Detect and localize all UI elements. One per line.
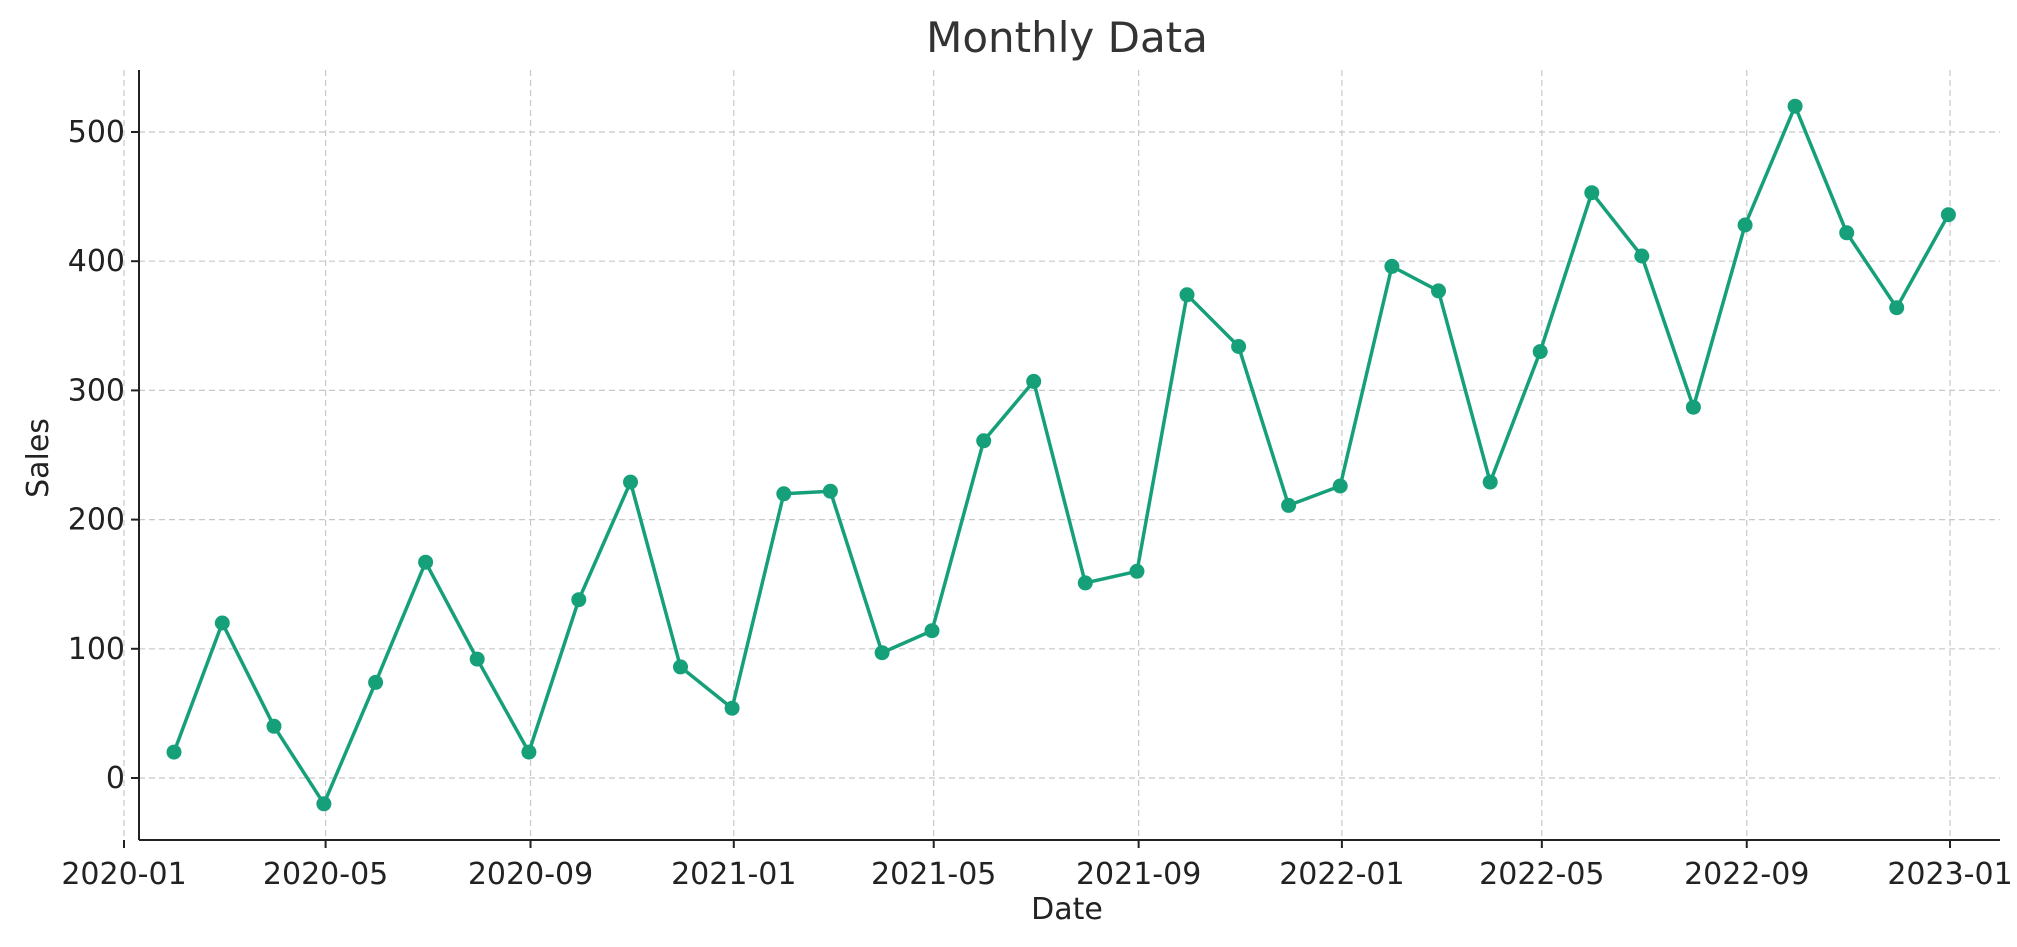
axes xyxy=(138,70,2000,841)
data-point xyxy=(1384,258,1400,274)
series xyxy=(166,98,1956,812)
data-point xyxy=(1787,98,1803,114)
y-axis-label: Sales xyxy=(21,418,56,498)
data-point xyxy=(1281,497,1297,513)
y-tick-label: 400 xyxy=(68,244,125,279)
grid xyxy=(123,70,2000,840)
x-tick-label: 2020-01 xyxy=(61,857,186,892)
data-point xyxy=(1737,217,1753,233)
data-point xyxy=(1532,344,1548,360)
data-point xyxy=(1482,474,1498,490)
data-point xyxy=(1129,563,1145,579)
data-point xyxy=(521,744,537,760)
data-point xyxy=(1332,478,1348,494)
y-tick-label: 200 xyxy=(68,503,125,538)
data-point xyxy=(1940,207,1956,223)
data-point xyxy=(724,700,740,716)
data-point xyxy=(166,744,182,760)
y-axis-ticks: 0 100 200 300 400 500 xyxy=(68,115,139,796)
y-tick-label: 100 xyxy=(68,632,125,667)
data-point xyxy=(1431,283,1446,299)
x-tick-label: 2022-01 xyxy=(1279,857,1404,892)
x-tick-label: 2023-01 xyxy=(1887,857,2012,892)
data-point xyxy=(1179,287,1195,303)
data-point xyxy=(1231,339,1247,354)
data-point xyxy=(368,674,384,690)
x-tick-label: 2020-05 xyxy=(263,857,388,892)
data-point xyxy=(1077,575,1093,591)
data-point xyxy=(623,474,638,490)
data-point xyxy=(1634,248,1650,264)
x-tick-label: 2021-09 xyxy=(1076,857,1201,892)
data-point xyxy=(214,615,230,631)
data-point xyxy=(1685,399,1701,415)
data-point xyxy=(571,592,587,608)
data-point xyxy=(822,483,838,499)
y-tick-label: 500 xyxy=(68,115,125,150)
data-point xyxy=(776,486,792,502)
chart-title: Monthly Data xyxy=(926,13,1208,62)
data-point xyxy=(469,651,485,667)
data-point xyxy=(1839,225,1855,241)
data-point xyxy=(316,796,332,812)
x-tick-label: 2021-05 xyxy=(871,857,996,892)
x-tick-label: 2021-01 xyxy=(671,857,796,892)
data-point xyxy=(1889,300,1905,316)
data-point xyxy=(924,623,940,639)
x-tick-label: 2022-05 xyxy=(1479,857,1604,892)
data-point xyxy=(1026,373,1042,389)
data-point xyxy=(673,659,688,675)
x-axis-label: Date xyxy=(1031,892,1103,927)
x-tick-label: 2020-09 xyxy=(468,857,593,892)
series-line xyxy=(172,104,1950,806)
data-point xyxy=(976,433,992,449)
y-tick-label: 300 xyxy=(68,373,125,408)
x-tick-label: 2022-09 xyxy=(1684,857,1809,892)
x-axis-ticks: 2020-01 2020-05 2020-09 2021-01 2021-05 2021-… xyxy=(61,840,2013,892)
data-point xyxy=(1584,185,1600,201)
y-tick-label: 0 xyxy=(106,761,125,796)
data-point xyxy=(874,645,890,661)
data-point xyxy=(418,554,434,570)
data-point xyxy=(266,718,282,734)
